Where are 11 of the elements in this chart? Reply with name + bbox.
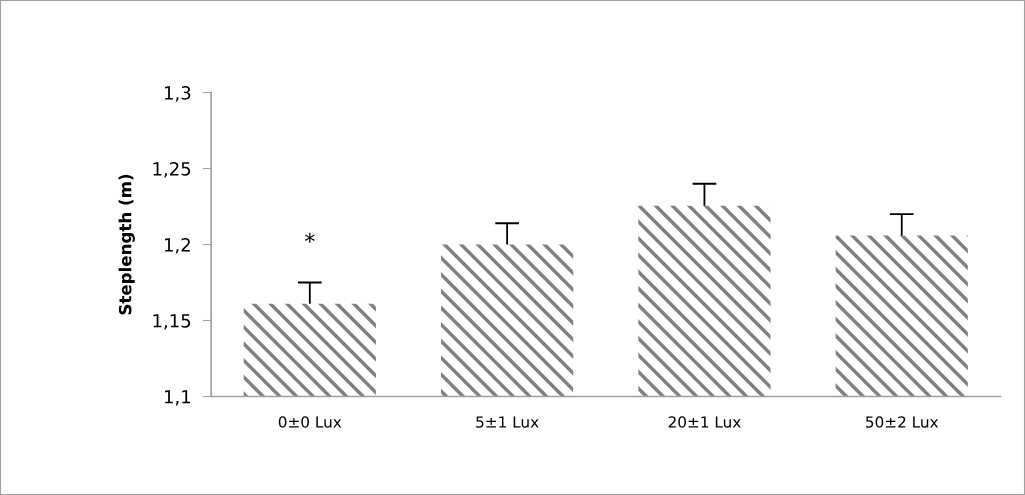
y-axis-title: Steplength (m)	[118, 174, 135, 315]
annotation: *	[304, 232, 315, 243]
y-tick-label: 1,1	[164, 390, 191, 406]
y-tick-label: 1,2	[164, 237, 190, 254]
x-tick-label: 5±1 Lux	[476, 416, 539, 428]
y-tick-label: 1,15	[153, 314, 191, 330]
y-tick-label: 1,3	[164, 86, 191, 102]
x-tick-label: 0±0 Lux	[278, 416, 342, 428]
x-tick-label: 20±1 Lux	[668, 416, 741, 428]
x-tick-label: 50±2 Lux	[866, 416, 939, 428]
y-tick-label: 1,25	[153, 162, 191, 178]
